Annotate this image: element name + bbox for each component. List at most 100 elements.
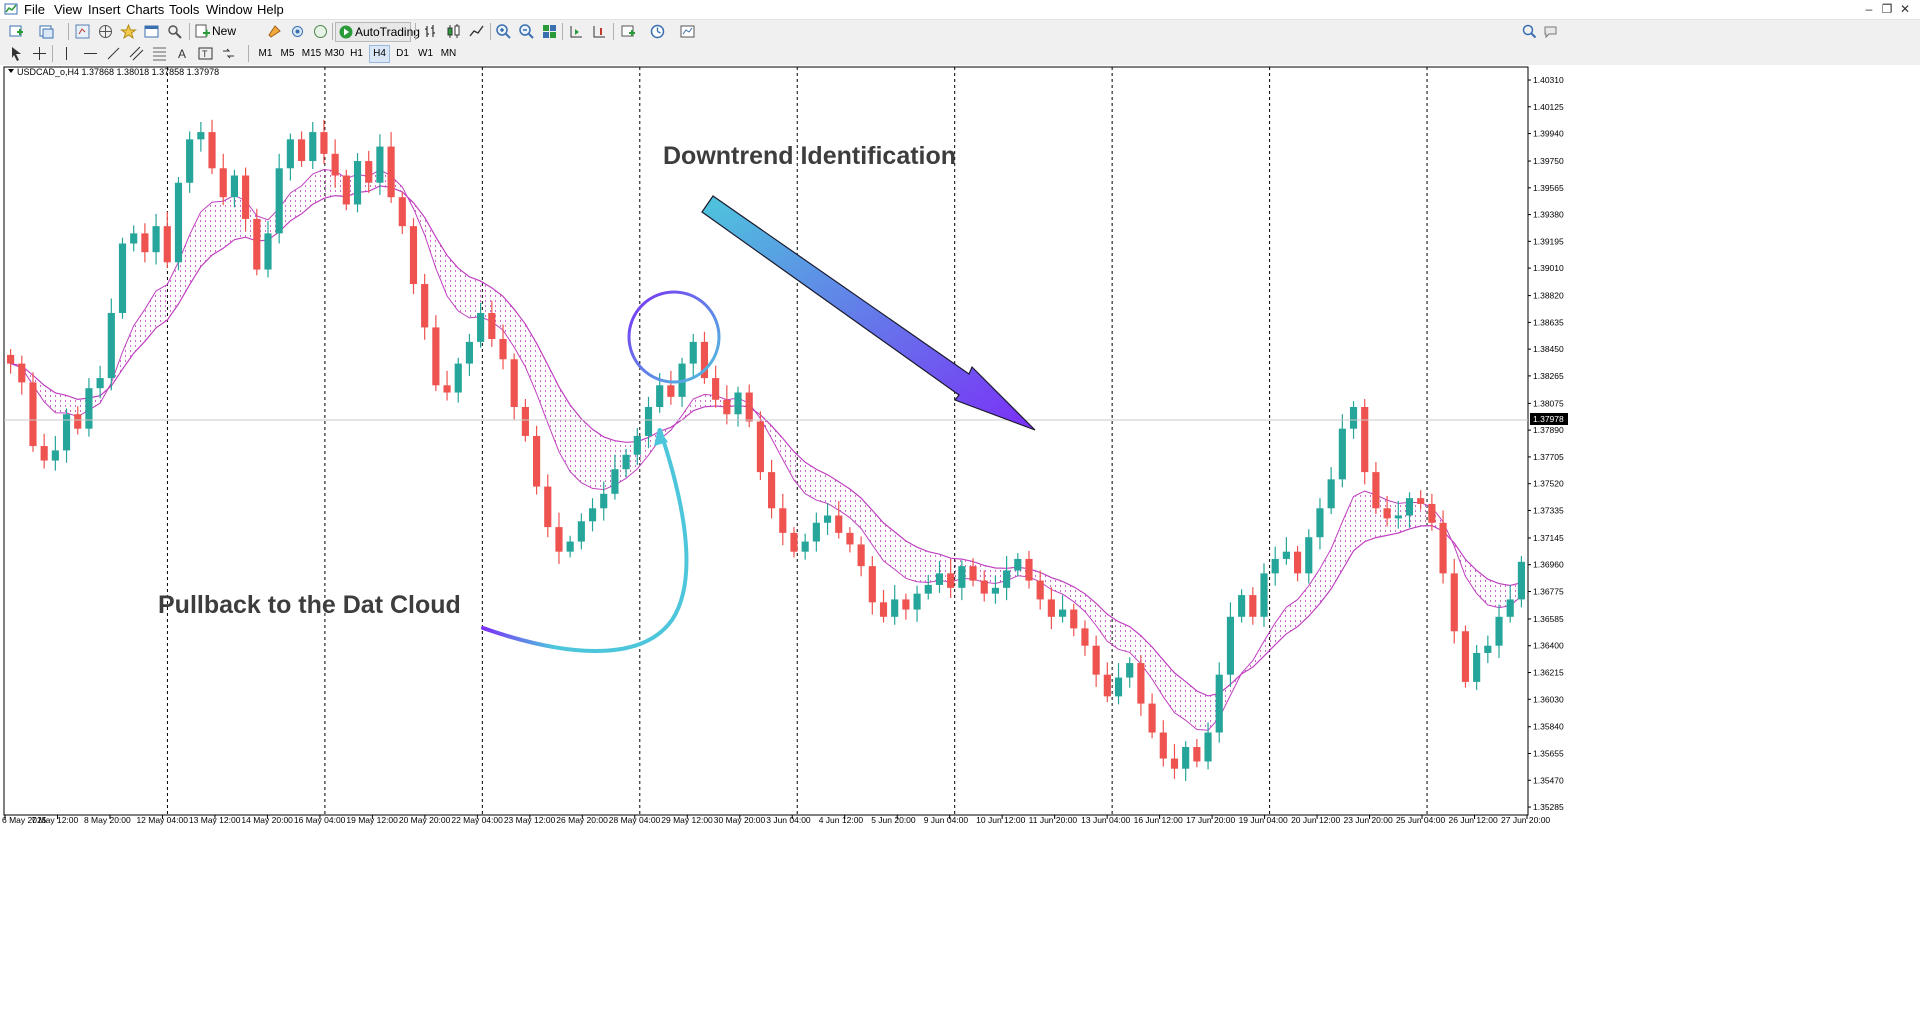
time-tick-label: 23 May 12:00 <box>504 815 556 825</box>
new-chart-icon[interactable] <box>8 23 25 40</box>
candle-body <box>174 182 183 263</box>
candle-body <box>331 153 339 176</box>
candle-body <box>477 312 485 342</box>
text-tool-icon[interactable]: A <box>174 45 191 62</box>
price-tick-label: 1.37520 <box>1533 479 1564 489</box>
templates-icon[interactable] <box>679 23 696 40</box>
candle-body <box>1260 573 1268 617</box>
time-tick-label: 19 Jun 04:00 <box>1239 815 1288 825</box>
menu-help[interactable]: Help <box>257 2 284 17</box>
signals-icon[interactable] <box>289 23 306 40</box>
candle-body <box>1450 573 1458 632</box>
arrows-icon[interactable] <box>220 45 237 62</box>
candle-body <box>566 541 574 552</box>
strategy-tester-icon[interactable] <box>166 23 183 40</box>
tile-windows-icon[interactable] <box>541 23 558 40</box>
fibonacci-icon[interactable] <box>151 45 168 62</box>
minimize-icon[interactable]: – <box>1865 2 1873 16</box>
time-tick-label: 26 May 20:00 <box>556 815 608 825</box>
timeframe-m15[interactable]: M15 <box>301 48 322 59</box>
time-tick-label: 26 Jun 12:00 <box>1449 815 1498 825</box>
timeframe-m1[interactable]: M1 <box>258 48 273 59</box>
downtrend-arrow <box>701 195 1036 431</box>
price-chart[interactable]: 1.40310 1.40125 1.39940 1.39750 1.39565 1.393… <box>0 65 1920 1005</box>
toolbar-separator <box>189 23 190 40</box>
auto-scroll-icon[interactable] <box>591 23 608 40</box>
candle-body <box>768 472 776 509</box>
timeframe-mn[interactable]: MN <box>440 48 457 59</box>
chat-icon[interactable] <box>1543 23 1560 40</box>
trendline-icon[interactable] <box>105 45 122 62</box>
candle-body <box>107 312 115 379</box>
chart-shift-icon[interactable] <box>568 23 585 40</box>
text-label-icon[interactable]: T <box>197 45 214 62</box>
price-tick-label: 1.39010 <box>1533 263 1564 273</box>
crosshair-icon[interactable] <box>31 45 48 62</box>
menu-tools[interactable]: Tools <box>169 2 200 17</box>
indicators-icon[interactable] <box>620 23 637 40</box>
timeframe-h1[interactable]: H1 <box>350 48 363 59</box>
symbol-collapse-icon[interactable] <box>8 69 14 73</box>
new-order-button[interactable]: New Order <box>195 22 263 56</box>
autotrading-button[interactable]: AutoTrading <box>335 22 420 42</box>
current-price-label: 1.37978 <box>1533 414 1564 424</box>
menu-file[interactable]: File <box>24 2 45 17</box>
candle-body <box>264 233 272 270</box>
periods-icon[interactable] <box>649 23 666 40</box>
time-tick-label: 9 Jun 04:00 <box>924 815 969 825</box>
market-watch-icon[interactable] <box>74 23 91 40</box>
candle-body <box>801 541 809 552</box>
menu-charts[interactable]: Charts <box>126 2 165 17</box>
menu-view[interactable]: View <box>54 2 82 17</box>
candle-body <box>130 233 138 244</box>
time-tick-label: 25 Jun 04:00 <box>1396 815 1445 825</box>
current-price-badge <box>1530 413 1568 425</box>
timeframe-w1[interactable]: W1 <box>418 48 433 59</box>
candle-body <box>544 486 552 528</box>
time-tick-label: 13 May 12:00 <box>189 815 241 825</box>
price-tick-label: 1.40125 <box>1533 102 1564 112</box>
horizontal-line-icon[interactable] <box>82 45 99 62</box>
svg-text:T: T <box>202 49 208 59</box>
cursor-icon[interactable] <box>8 45 25 62</box>
toolbar-separator <box>332 23 333 40</box>
navigator-icon[interactable] <box>120 23 137 40</box>
time-tick-label: 3 Jun 04:00 <box>766 815 811 825</box>
metaeditor-icon[interactable] <box>266 23 283 40</box>
candle-body <box>1338 428 1346 480</box>
candlestick-icon[interactable] <box>445 23 462 40</box>
timeframe-h4[interactable]: H4 <box>369 45 390 63</box>
chart-window[interactable]: 1.40310 1.40125 1.39940 1.39750 1.39565 1.393… <box>0 65 1920 1005</box>
price-tick-label: 1.39380 <box>1533 210 1564 220</box>
search-icon[interactable] <box>1521 23 1538 40</box>
time-tick-label: 7 May 12:00 <box>31 815 78 825</box>
candle-body <box>242 175 250 219</box>
line-chart-icon[interactable] <box>468 23 485 40</box>
restore-icon[interactable]: ❐ <box>1881 2 1893 16</box>
candles <box>7 119 1525 781</box>
time-tick-label: 19 May 12:00 <box>346 815 398 825</box>
bar-chart-icon[interactable] <box>422 23 439 40</box>
market-icon[interactable] <box>312 23 329 40</box>
timeframe-d1[interactable]: D1 <box>396 48 409 59</box>
zoom-in-icon[interactable] <box>495 23 512 40</box>
menu-window[interactable]: Window <box>206 2 253 17</box>
candle-body <box>1428 503 1436 523</box>
timeframe-m5[interactable]: M5 <box>280 48 295 59</box>
equidistant-channel-icon[interactable] <box>128 45 145 62</box>
timeframe-m30[interactable]: M30 <box>324 48 345 59</box>
profiles-icon[interactable] <box>38 23 55 40</box>
data-window-icon[interactable] <box>97 23 114 40</box>
terminal-icon[interactable] <box>143 23 160 40</box>
menu-insert[interactable]: Insert <box>88 2 121 17</box>
candle-body <box>7 354 15 364</box>
candle-body <box>868 566 876 603</box>
candle-body <box>398 197 406 227</box>
candle-body <box>913 593 921 610</box>
candle-body <box>779 508 787 533</box>
price-tick-label: 1.36215 <box>1533 667 1564 677</box>
zoom-out-icon[interactable] <box>518 23 535 40</box>
vertical-line-icon[interactable] <box>58 45 75 62</box>
candle-body <box>141 233 149 253</box>
close-icon[interactable]: ✕ <box>1899 2 1911 16</box>
